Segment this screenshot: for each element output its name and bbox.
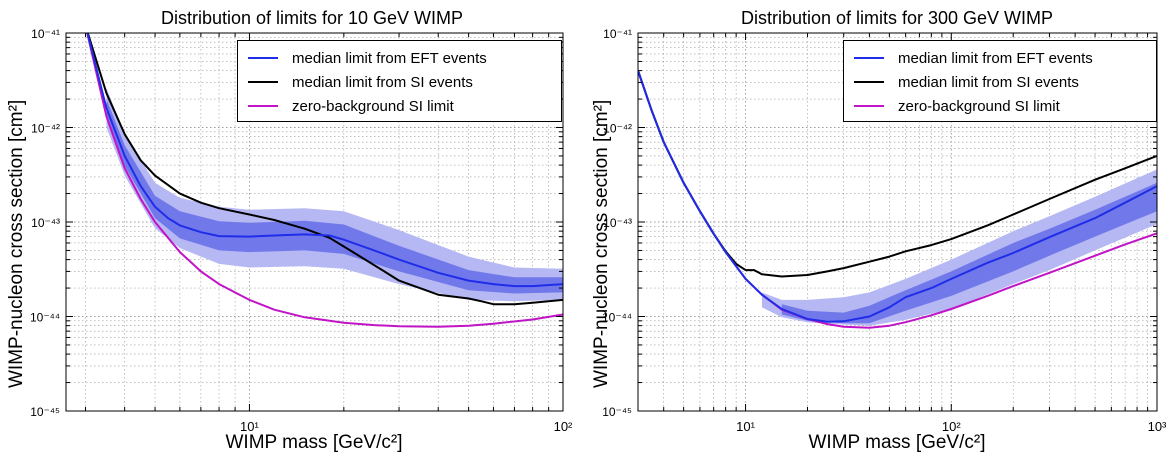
y-tick-label: 10⁻⁴¹	[603, 27, 632, 41]
chart-title: Distribution of limits for 300 GeV WIMP	[740, 8, 1054, 28]
x-tick-label: 10²	[554, 419, 573, 434]
x-tick-label: 10¹	[240, 419, 259, 434]
legend: median limit from EFT events median limi…	[843, 40, 1157, 122]
chart-panel-right: Distribution of limits for 300 GeV WIMP …	[585, 0, 1170, 458]
legend-swatch-si	[248, 81, 278, 83]
ticks	[66, 32, 564, 412]
legend-item-eft: median limit from EFT events	[238, 47, 487, 69]
y-tick-label: 10⁻⁴²	[603, 122, 632, 136]
legend-swatch-eft	[854, 57, 884, 59]
y-axis-label: WIMP-nucleon cross section [cm²]	[6, 99, 27, 388]
y-tick-label: 10⁻⁴⁵	[30, 405, 60, 419]
legend-item-si: median limit from SI events	[844, 71, 1079, 93]
chart-title: Distribution of limits for 10 GeV WIMP	[160, 8, 464, 28]
legend-label: zero-background SI limit	[292, 97, 454, 115]
series-line-eft	[86, 33, 563, 288]
legend-item-zero-bg: zero-background SI limit	[844, 95, 1060, 117]
legend-item-si: median limit from SI events	[238, 71, 473, 93]
legend-swatch-eft	[248, 57, 278, 59]
legend-swatch-zero-bg	[248, 105, 278, 107]
legend-item-eft: median limit from EFT events	[844, 47, 1093, 69]
plot-data	[86, 33, 563, 328]
series-line-si	[86, 33, 563, 306]
legend-swatch-si	[854, 81, 884, 83]
plot-data	[638, 70, 1157, 329]
chart-panel-left: Distribution of limits for 10 GeV WIMP 1…	[6, 8, 573, 453]
x-tick-label: 10³	[1148, 419, 1167, 434]
y-tick-label: 10⁻⁴⁵	[602, 405, 632, 419]
legend-item-zero-bg: zero-background SI limit	[238, 95, 454, 117]
x-axis-label: WIMP mass [GeV/c²]	[225, 432, 403, 453]
x-tick-label: 10²	[942, 419, 961, 434]
series-line-zero_bg	[86, 33, 563, 328]
y-tick-label: 10⁻⁴²	[31, 122, 60, 136]
y-tick-label: 10⁻⁴⁴	[602, 311, 632, 325]
legend-label: median limit from EFT events	[898, 49, 1093, 67]
legend-label: median limit from SI events	[292, 73, 473, 91]
legend-label: median limit from EFT events	[292, 49, 487, 67]
band-inner	[106, 99, 563, 294]
series-line-eft	[638, 70, 1157, 323]
y-tick-label: 10⁻⁴³	[603, 216, 632, 230]
y-tick-label: 10⁻⁴³	[31, 216, 60, 230]
y-axis-label: WIMP-nucleon cross section [cm²]	[591, 99, 612, 388]
legend-swatch-zero-bg	[854, 105, 884, 107]
band-outer	[761, 169, 1157, 326]
ticks	[637, 32, 1158, 412]
chart-plot-left: 10¹ 10² 10⁻⁴⁵ 10⁻⁴⁴ 10⁻⁴³ 10⁻⁴² 10⁻⁴¹	[30, 27, 573, 434]
y-tick-label: 10⁻⁴⁴	[30, 311, 60, 325]
x-axis-label: WIMP mass [GeV/c²]	[808, 432, 986, 453]
y-tick-label: 10⁻⁴¹	[31, 27, 60, 41]
chart-plot-right: 10¹ 10² 10³ 10⁻⁴⁵ 10⁻⁴⁴ 10⁻⁴³ 10⁻⁴² 10⁻⁴¹	[602, 27, 1167, 434]
x-tick-label: 10¹	[736, 419, 755, 434]
legend-label: zero-background SI limit	[898, 97, 1060, 115]
legend-label: median limit from SI events	[898, 73, 1079, 91]
legend: median limit from EFT events median limi…	[237, 40, 562, 122]
